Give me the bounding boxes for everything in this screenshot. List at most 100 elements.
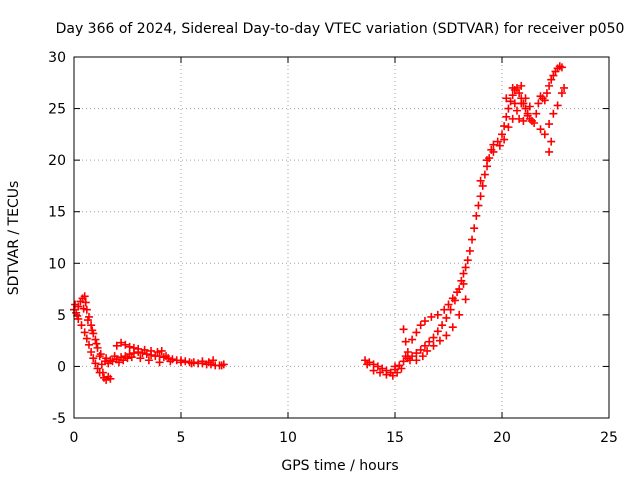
data-point (112, 341, 121, 350)
data-point (474, 201, 483, 210)
data-point (82, 334, 91, 343)
data-point (515, 89, 524, 98)
data-point (416, 321, 425, 330)
x-tick-label: 0 (70, 430, 79, 446)
data-series (70, 292, 228, 384)
data-series (361, 62, 569, 380)
data-point (500, 135, 509, 144)
data-point (209, 356, 218, 365)
data-point (493, 137, 502, 146)
data-point (463, 256, 472, 265)
data-point (442, 331, 451, 340)
data-point (483, 156, 492, 165)
data-point (361, 356, 370, 365)
data-point (489, 147, 498, 156)
data-point (84, 340, 93, 349)
data-point (468, 235, 477, 244)
plot-frame (73, 56, 610, 419)
data-point (459, 269, 468, 278)
data-point (540, 96, 549, 105)
data-point (125, 342, 134, 351)
data-point (530, 119, 539, 128)
data-point (489, 140, 498, 149)
data-point (540, 130, 549, 139)
data-point (433, 310, 442, 319)
data-point (382, 370, 391, 379)
data-point (461, 263, 470, 272)
data-point (416, 345, 425, 354)
data-point (545, 147, 554, 156)
data-point (88, 326, 97, 335)
data-point (495, 141, 504, 150)
data-point (500, 122, 509, 131)
data-point (560, 83, 569, 92)
data-point (502, 112, 511, 121)
data-point (87, 321, 96, 330)
data-point (440, 305, 449, 314)
data-point (198, 357, 207, 366)
data-point (102, 354, 111, 363)
data-point (504, 123, 513, 132)
data-point (521, 104, 530, 113)
data-point (217, 361, 226, 370)
y-tick-label: 15 (48, 205, 66, 221)
data-point (557, 89, 566, 98)
data-point (435, 336, 444, 345)
data-point (480, 170, 489, 179)
data-point (545, 81, 554, 90)
data-point (87, 347, 96, 356)
data-point (399, 325, 408, 334)
data-point (373, 362, 382, 371)
data-point (448, 323, 457, 332)
y-axis-label: SDTVAR / TECUs (6, 181, 22, 296)
data-point (438, 321, 447, 330)
x-tick-label: 20 (493, 430, 511, 446)
data-point (472, 211, 481, 220)
data-point (92, 339, 101, 348)
data-point (123, 354, 132, 363)
data-point (420, 317, 429, 326)
data-point (506, 97, 515, 106)
data-point (429, 333, 438, 342)
data-point (129, 343, 138, 352)
data-point (91, 335, 100, 344)
data-point (534, 99, 543, 108)
data-point (401, 352, 410, 361)
data-point (83, 316, 92, 325)
chart-title: Day 366 of 2024, Sidereal Day-to-day VTE… (56, 21, 625, 37)
data-point (547, 137, 556, 146)
data-point (142, 350, 151, 359)
data-point (74, 314, 83, 323)
data-point (155, 358, 164, 367)
data-point (532, 109, 541, 118)
data-point (545, 120, 554, 129)
data-point (147, 346, 156, 355)
y-tick-label: 30 (48, 50, 66, 66)
data-point (79, 304, 88, 313)
data-point (502, 94, 511, 103)
data-point (77, 321, 86, 330)
data-point (134, 344, 143, 353)
data-point (121, 340, 130, 349)
data-point (393, 368, 402, 377)
data-point (504, 104, 513, 113)
data-point (515, 114, 524, 123)
data-point (91, 359, 100, 368)
data-point (423, 346, 432, 355)
data-point (476, 192, 485, 201)
data-point (391, 362, 399, 371)
data-point (363, 360, 372, 369)
data-point (177, 358, 185, 367)
data-point (378, 364, 387, 373)
data-point (166, 357, 175, 366)
data-point (181, 357, 190, 366)
data-point (510, 99, 519, 108)
data-point (157, 346, 166, 355)
x-tick-label: 5 (177, 430, 186, 446)
data-point (418, 352, 427, 361)
data-point (144, 356, 153, 365)
data-point (459, 279, 468, 288)
data-point (478, 181, 487, 190)
data-point (127, 353, 136, 362)
